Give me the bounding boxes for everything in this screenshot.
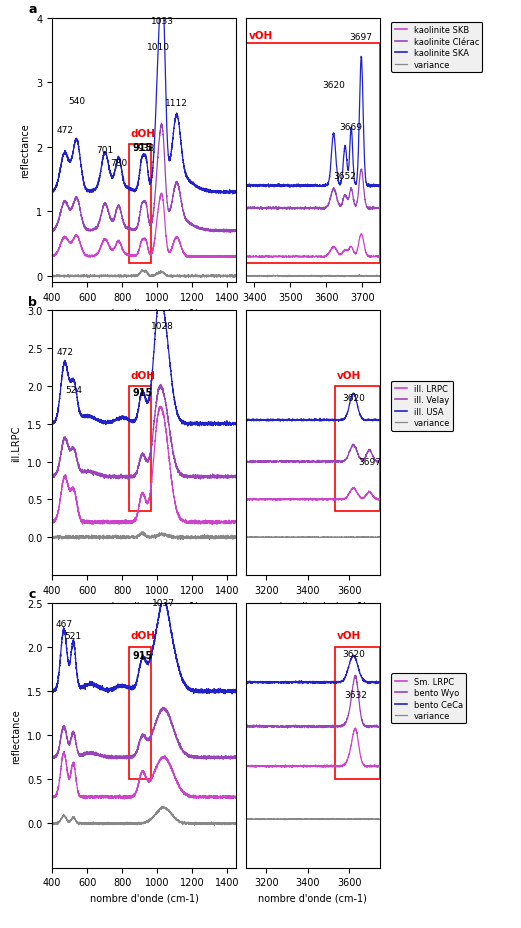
Text: dOH: dOH [131,630,156,640]
Text: 3620: 3620 [342,393,365,403]
X-axis label: nombre d'onde (cm-1): nombre d'onde (cm-1) [258,600,367,611]
Text: 1033: 1033 [152,17,175,26]
Bar [129,145,151,264]
X-axis label: nombre d'onde (cm-1): nombre d'onde (cm-1) [90,308,199,318]
Text: 540: 540 [68,97,85,107]
Y-axis label: reflectance: reflectance [20,123,31,178]
Text: 3620: 3620 [342,649,365,658]
Text: 524: 524 [65,386,82,394]
Text: 938: 938 [138,144,155,153]
Legend: Sm. LRPC, bento Wyo, bento CeCa, variance: Sm. LRPC, bento Wyo, bento CeCa, varianc… [391,674,466,724]
Text: 521: 521 [65,631,82,640]
Y-axis label: ill.LRPC: ill.LRPC [11,425,21,461]
Text: 3669: 3669 [340,123,363,132]
Bar [334,386,380,511]
Bar [129,386,151,511]
X-axis label: nombre d'onde (cm-1): nombre d'onde (cm-1) [90,893,199,903]
Text: 3620: 3620 [322,81,345,90]
X-axis label: nombre d'onde (cm-1): nombre d'onde (cm-1) [90,600,199,611]
Text: dOH: dOH [131,370,156,380]
Text: a: a [28,3,36,16]
Text: 915: 915 [133,650,153,660]
Text: 780: 780 [110,159,127,168]
X-axis label: nombre d'onde (cm-1): nombre d'onde (cm-1) [258,893,367,903]
Text: 1112: 1112 [165,98,188,108]
Text: 1037: 1037 [152,599,175,608]
Text: vOH: vOH [337,370,361,380]
Text: b: b [28,295,37,308]
Text: 3632: 3632 [344,690,367,700]
Text: 472: 472 [56,348,73,357]
Bar [334,648,380,780]
Text: vOH: vOH [249,32,274,41]
Text: 3697: 3697 [350,32,373,42]
Text: 1010: 1010 [147,43,170,51]
Bar [245,45,380,264]
Text: c: c [28,587,35,600]
Bar [129,648,151,780]
Text: 467: 467 [55,620,72,629]
Text: 472: 472 [56,126,73,135]
Y-axis label: reflectance: reflectance [11,708,21,763]
Text: vOH: vOH [337,630,361,640]
Text: 3697: 3697 [358,458,381,467]
Text: 915: 915 [133,143,153,153]
Text: 3652: 3652 [333,172,356,180]
Text: 915: 915 [133,388,153,397]
Text: dOH: dOH [131,129,156,139]
Text: 1028: 1028 [151,321,173,330]
Legend: kaolinite SKB, kaolinite Clérac, kaolinite SKA, variance: kaolinite SKB, kaolinite Clérac, kaolini… [391,22,482,72]
Legend: ill. LRPC, ill. Velay, ill. USA, variance: ill. LRPC, ill. Velay, ill. USA, varianc… [391,381,453,432]
Text: 701: 701 [96,146,114,155]
